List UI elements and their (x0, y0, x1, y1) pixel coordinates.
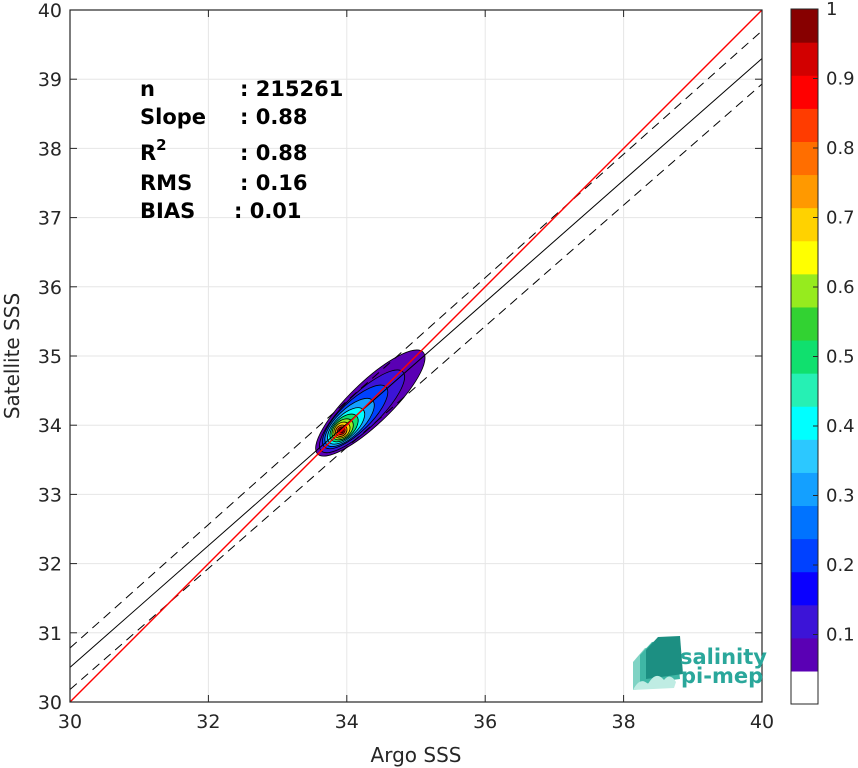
y-tick-label: 39 (38, 69, 62, 91)
colorbar-tick-label: 0.3 (826, 486, 855, 507)
colorbar-tick-label: 0.6 (826, 277, 855, 298)
colorbar-segment (791, 9, 818, 43)
y-tick-label: 37 (38, 208, 62, 230)
identity-line (69, 9, 763, 703)
stat-key-superscript: 2 (156, 136, 166, 154)
colorbar-tick-label: 0.1 (826, 625, 855, 646)
y-tick-label: 40 (38, 0, 62, 22)
tick-labels: 30 32 34 36 38 40 30 31 32 33 34 35 36 37 38 39 40 (38, 0, 774, 733)
x-axis-label: Argo SSS (371, 743, 462, 767)
stat-value: : 0.88 (240, 105, 308, 129)
colorbar-tick-label: 0.9 (826, 69, 855, 90)
x-tick-label: 34 (335, 711, 359, 733)
colorbar-segment (791, 439, 818, 473)
colorbar-segment (791, 75, 818, 109)
stat-key: Slope (140, 105, 206, 129)
y-tick-label: 34 (38, 415, 62, 437)
colorbar-tick-label: 0.4 (826, 416, 855, 437)
stat-value: : 0.01 (234, 199, 302, 223)
colorbar-segment (791, 141, 818, 176)
stat-key: BIAS (140, 199, 195, 223)
y-axis-label: Satellite SSS (0, 293, 24, 419)
colorbar: 0.1 0.2 0.3 0.4 0.5 0.6 0.7 0.8 0.9 1 (790, 0, 855, 705)
stat-value: : 0.16 (240, 171, 308, 195)
colorbar-segment (791, 207, 818, 242)
colorbar-segment (791, 571, 818, 606)
colorbar-tick-label: 0.7 (826, 208, 855, 229)
colorbar-segment (791, 42, 818, 76)
y-tick-label: 32 (38, 554, 62, 576)
colorbar-segment (791, 174, 818, 209)
salinity-pimep-logo: salinity pi-mep (633, 636, 767, 690)
colorbar-tick-label: 0.5 (826, 347, 855, 368)
colorbar-segment (791, 604, 818, 639)
logo-wave-icon (633, 636, 683, 690)
stat-key: R2 (140, 136, 167, 165)
colorbar-segment (791, 108, 818, 142)
x-tick-label: 30 (58, 711, 82, 733)
x-tick-label: 32 (196, 711, 220, 733)
axes-frame (69, 9, 763, 703)
colorbar-segment (791, 406, 818, 440)
y-tick-label: 38 (38, 138, 62, 160)
regression-upper-line (69, 30, 763, 649)
y-tick-label: 35 (38, 346, 62, 368)
colorbar-tick-label: 0.2 (826, 555, 855, 576)
colorbar-segment (791, 240, 818, 275)
stat-key: n (140, 77, 155, 101)
reference-lines (69, 9, 763, 703)
colorbar-tick-label: 0.8 (826, 138, 855, 159)
colorbar-segment (791, 637, 818, 672)
stat-value: : 0.88 (240, 141, 308, 165)
colorbar-segment (791, 670, 818, 705)
regression-line (69, 58, 763, 668)
stat-value: : 215261 (240, 77, 343, 101)
colorbar-tick-label: 1 (826, 0, 837, 20)
logo-text-line1: salinity (680, 645, 767, 669)
y-tick-label: 30 (38, 692, 62, 714)
stat-key: RMS (140, 171, 192, 195)
y-tick-label: 33 (38, 484, 62, 506)
stats-box: n : 215261 Slope : 0.88 R2 : 0.88 RMS : 0.16 BIA… (140, 77, 343, 223)
regression-lower-line (69, 83, 763, 690)
x-tick-label: 38 (612, 711, 636, 733)
x-tick-label: 36 (473, 711, 497, 733)
x-tick-label: 40 (750, 711, 774, 733)
y-tick-label: 31 (38, 623, 62, 645)
colorbar-segment (791, 306, 818, 341)
y-tick-label: 36 (38, 277, 62, 299)
colorbar-segment (791, 538, 818, 573)
colorbar-segment (791, 273, 818, 308)
logo-text-line2: pi-mep (681, 664, 763, 688)
colorbar-segment (791, 505, 818, 540)
colorbar-segment (791, 373, 818, 407)
colorbar-segment (791, 472, 818, 507)
